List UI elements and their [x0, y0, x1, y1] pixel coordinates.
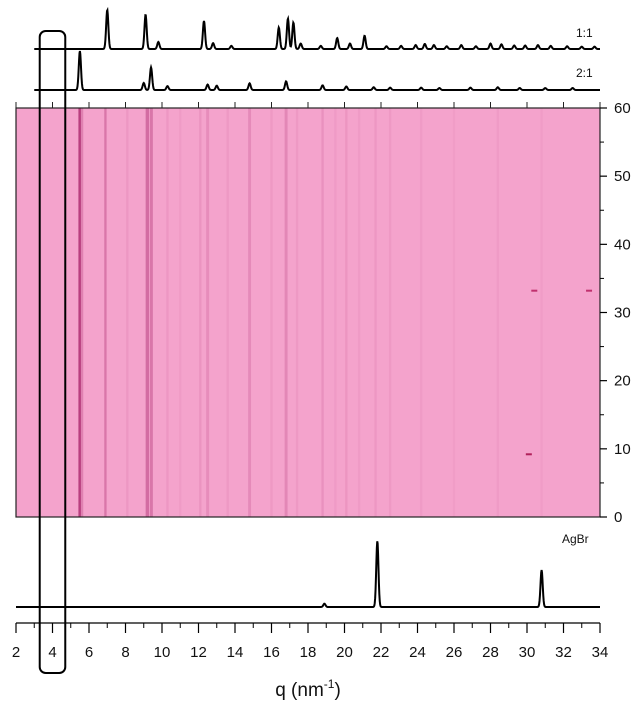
map-spots — [525, 289, 593, 456]
map-line-8 — [199, 108, 202, 517]
trace-agbr — [16, 541, 600, 608]
y-tick-label-2: 20 — [614, 373, 631, 390]
map-background — [16, 108, 600, 517]
x-tick-label-10: 22 — [373, 644, 390, 661]
x-tick-label-9: 20 — [336, 644, 353, 661]
x-ticks: 2 4 6 8 10 12 14 16 18 20 22 24 26 28 30 32 34 — [12, 623, 609, 661]
map-line-11 — [248, 108, 252, 517]
map-line-6 — [166, 108, 169, 517]
map-spot-2 — [525, 453, 532, 456]
y-tick-label-3: 30 — [614, 305, 631, 322]
map-line-2 — [104, 108, 107, 517]
map-line-9 — [206, 108, 210, 517]
reference-patterns-panel: 1:1 2:1 — [34, 6, 600, 91]
x-axis-title-main: q (nm — [275, 680, 324, 701]
series-label-2to1: 2:1 — [576, 66, 593, 80]
map-spot-0 — [531, 289, 538, 292]
map-line-22 — [452, 108, 456, 517]
x-tick-label-13: 28 — [482, 644, 499, 661]
map-spot-1 — [586, 289, 593, 292]
map-line-12 — [270, 108, 273, 517]
x-tick-label-8: 18 — [300, 644, 317, 661]
y-tick-label-0: 0 — [614, 509, 622, 526]
map-line-21 — [419, 108, 423, 517]
map-diffraction-lines — [78, 108, 543, 517]
y-tick-label-5: 50 — [614, 168, 631, 185]
x-tick-label-4: 10 — [154, 644, 171, 661]
map-line-18 — [357, 108, 361, 517]
y-tick-label-6: 60 — [614, 100, 631, 117]
x-tick-label-0: 2 — [12, 644, 20, 661]
x-tick-label-6: 14 — [227, 644, 244, 661]
x-tick-label-16: 34 — [592, 644, 609, 661]
highlight-region-box — [38, 30, 67, 674]
map-line-10 — [226, 108, 229, 517]
map-line-19 — [374, 108, 377, 517]
series-label-agbr: AgBr — [562, 532, 589, 546]
x-tick-label-3: 8 — [121, 644, 129, 661]
map-line-4 — [145, 108, 150, 517]
map-line-3 — [126, 108, 129, 517]
map-line-1 — [80, 108, 84, 517]
x-tick-label-1: 4 — [48, 644, 56, 661]
map-line-0 — [78, 108, 82, 517]
map-line-20 — [388, 108, 392, 517]
map-line-13 — [284, 108, 288, 517]
x-tick-label-15: 32 — [555, 644, 572, 661]
x-axis: 2 4 6 8 10 12 14 16 18 20 22 24 26 28 30 32 34 q (nm-1) — [12, 622, 609, 701]
x-tick-label-14: 30 — [519, 644, 536, 661]
x-axis-title-end: ) — [334, 680, 340, 701]
agbr-pattern-panel: AgBr — [16, 532, 600, 608]
map-line-16 — [334, 108, 337, 517]
x-tick-label-5: 12 — [190, 644, 207, 661]
map-line-5 — [149, 108, 153, 517]
y-axis: 0 10 20 30 40 50 60 — [600, 100, 631, 526]
trace-2to1 — [34, 50, 600, 91]
x-axis-title-sup: -1 — [324, 677, 335, 691]
x-tick-label-7: 16 — [263, 644, 280, 661]
x-tick-label-2: 6 — [85, 644, 93, 661]
map-line-23 — [496, 108, 499, 517]
map-top-ticks — [15, 102, 601, 108]
trace-1to1 — [34, 6, 600, 51]
map-line-24 — [540, 108, 543, 517]
x-tick-label-12: 26 — [446, 644, 463, 661]
time-resolved-map: 0 10 20 30 40 50 60 — [15, 100, 631, 526]
y-tick-label-1: 10 — [614, 441, 631, 458]
x-axis-title: q (nm-1) — [275, 677, 341, 701]
y-tick-label-4: 40 — [614, 236, 631, 253]
map-line-14 — [295, 108, 299, 517]
map-line-7 — [179, 108, 182, 517]
map-line-15 — [321, 108, 324, 517]
map-line-17 — [345, 108, 348, 517]
series-label-1to1: 1:1 — [576, 26, 593, 40]
x-tick-label-11: 24 — [409, 644, 426, 661]
